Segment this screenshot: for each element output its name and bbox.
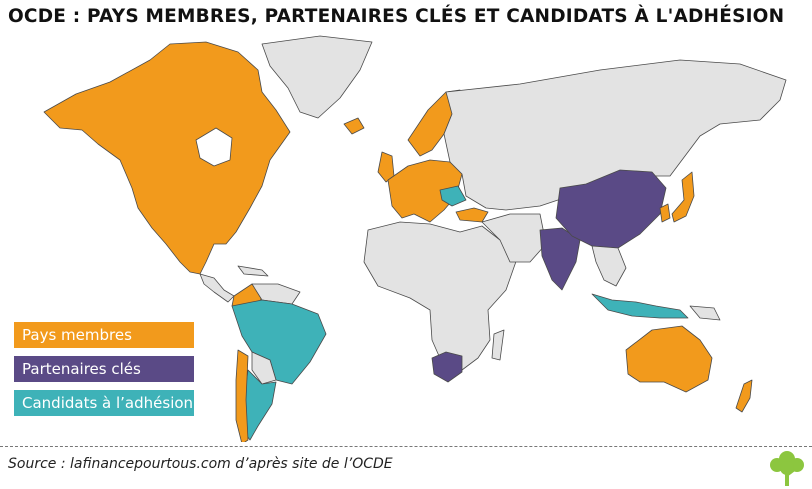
region-india	[539, 227, 581, 291]
region-north-america	[43, 41, 291, 275]
region-venezuela	[251, 283, 301, 305]
region-indonesia	[591, 293, 689, 319]
region-hudson-bay	[195, 127, 233, 167]
region-chile	[235, 349, 249, 442]
legend-members: Pays membres	[14, 322, 194, 348]
region-iceland	[343, 117, 365, 135]
legend-candidates: Candidats à l’adhésion	[14, 390, 194, 416]
legend-partners: Partenaires clés	[14, 356, 194, 382]
region-southeast-asia	[591, 245, 627, 287]
region-korea	[659, 203, 671, 223]
legend-partners-label: Partenaires clés	[22, 360, 141, 378]
region-central-america	[199, 273, 235, 303]
legend-candidates-label: Candidats à l’adhésion	[22, 394, 194, 412]
region-new-zealand	[735, 379, 753, 413]
region-china	[555, 169, 667, 249]
source-note: Source : lafinancepourtous.com d’après s…	[8, 456, 393, 472]
region-caribbean	[237, 265, 269, 277]
region-greenland	[261, 35, 373, 119]
region-middle-east	[481, 213, 547, 263]
region-bolivia	[251, 351, 277, 385]
region-south-africa	[431, 351, 463, 383]
legend-members-label: Pays membres	[22, 326, 132, 344]
region-africa	[363, 221, 521, 373]
region-turkey	[455, 207, 489, 223]
region-balkans	[439, 185, 467, 207]
footer-divider	[0, 446, 812, 447]
region-new-guinea	[689, 305, 721, 321]
world-map	[43, 35, 787, 442]
region-brazil-peru	[231, 299, 327, 385]
map-title: OCDE : PAYS MEMBRES, PARTENAIRES CLÉS ET…	[8, 6, 785, 27]
region-australia	[625, 325, 713, 393]
region-japan	[671, 171, 695, 223]
tree-icon	[770, 451, 804, 486]
region-madagascar	[491, 329, 505, 361]
